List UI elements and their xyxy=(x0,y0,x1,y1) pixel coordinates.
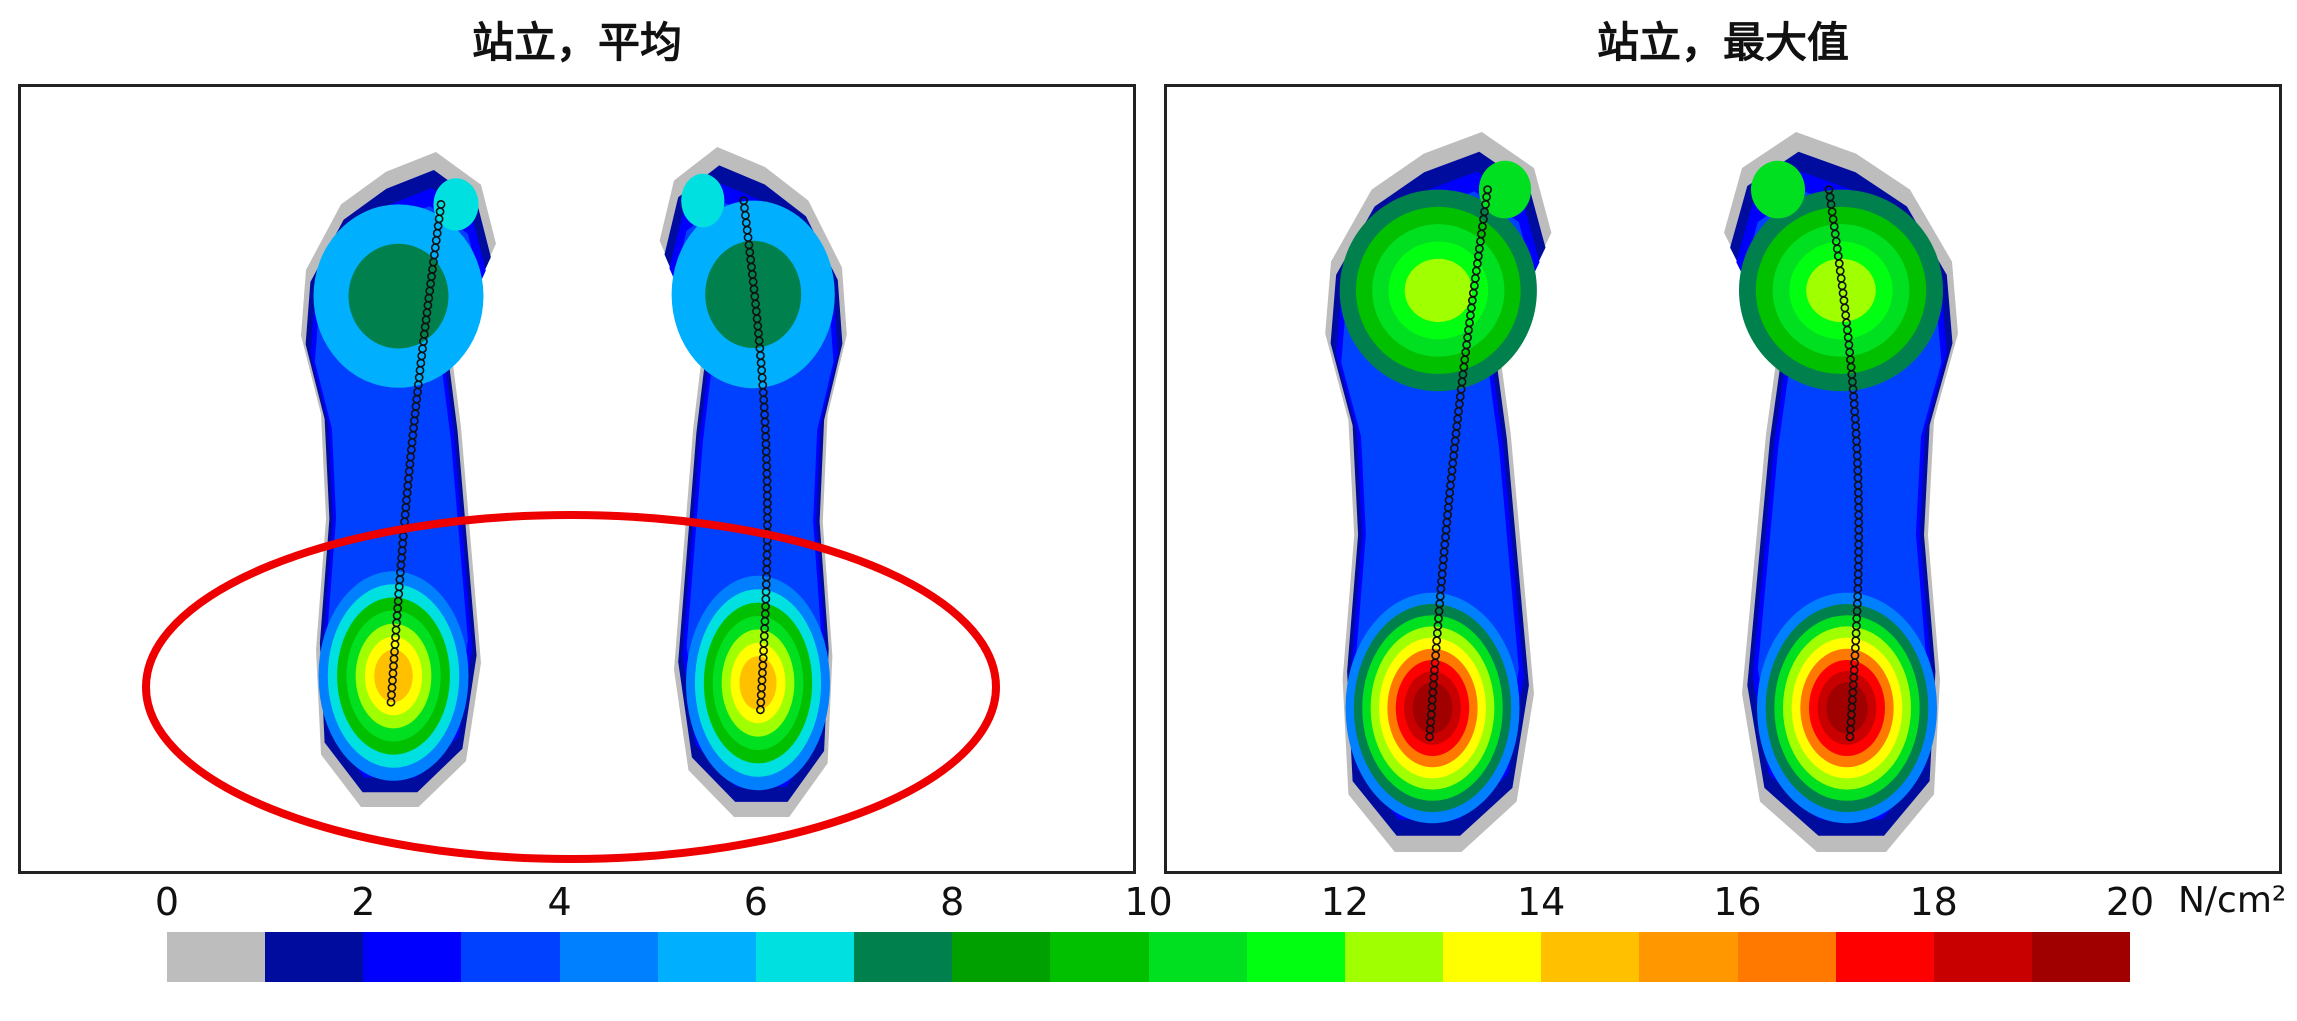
colorbar-swatch-13 xyxy=(1443,932,1542,982)
left-foot-average xyxy=(301,152,496,807)
colorbar-swatch-19 xyxy=(2031,932,2131,982)
colorbar-tick-label: 10 xyxy=(1124,880,1173,924)
colorbar-swatch-15 xyxy=(1639,932,1738,982)
heatmap-left-svg xyxy=(142,147,1000,863)
colorbar-unit: N/cm² xyxy=(2178,880,2287,921)
colorbar-tick-label: 14 xyxy=(1516,880,1566,924)
forefoot-pressure-zone xyxy=(348,243,449,349)
panel-title-right: 站立，最大值 xyxy=(1596,18,1849,67)
colorbar-swatch-14 xyxy=(1541,932,1640,982)
colorbar-swatch-2 xyxy=(363,932,462,982)
panel-title-left: 站立，平均 xyxy=(471,18,682,67)
colorbar-swatch-3 xyxy=(461,932,560,982)
heatmap-panel-right xyxy=(1164,84,2282,874)
highlight-ellipse xyxy=(142,511,1000,863)
colorbar-swatch-9 xyxy=(1050,932,1149,982)
colorbar-swatch-18 xyxy=(1933,932,2032,982)
colorbar-tick-label: 12 xyxy=(1320,880,1369,924)
cop-point xyxy=(756,705,765,715)
heel-pressure-zone xyxy=(1826,682,1868,734)
colorbar-tick-label: 6 xyxy=(743,880,768,924)
forefoot-pressure-zone xyxy=(1404,258,1472,323)
cop-point xyxy=(1845,732,1855,742)
colorbar-swatch-8 xyxy=(952,932,1051,982)
right-foot-average xyxy=(659,147,847,817)
toe-pressure-zone xyxy=(1478,160,1532,219)
colorbar-swatch-17 xyxy=(1835,932,1934,982)
colorbar-swatch-7 xyxy=(854,932,953,982)
toe-pressure-zone xyxy=(433,178,479,231)
colorbar-tick-label: 0 xyxy=(154,880,180,924)
heel-pressure-zone xyxy=(374,649,413,703)
colorbar-swatch-5 xyxy=(657,932,756,982)
colorbar-tick-label: 20 xyxy=(2105,880,2155,924)
colorbar-swatch-11 xyxy=(1246,932,1345,982)
colorbar-swatch-16 xyxy=(1737,932,1836,982)
heatmap-right-svg xyxy=(1325,132,1958,852)
colorbar-tick-label: 4 xyxy=(547,880,572,924)
forefoot-pressure-zone xyxy=(705,240,802,348)
colorbar-swatch-12 xyxy=(1344,932,1444,982)
colorbar-tick-label: 16 xyxy=(1713,880,1762,924)
colorbar-swatch-1 xyxy=(265,932,364,982)
heel-pressure-zone xyxy=(739,656,777,710)
colorbar-swatch-10 xyxy=(1148,932,1247,982)
cop-point xyxy=(386,697,396,707)
right-foot-max xyxy=(1724,132,1958,852)
colorbar-swatch-0 xyxy=(167,932,266,982)
colorbar-swatch-4 xyxy=(559,932,658,982)
colorbar xyxy=(167,932,2131,982)
heel-pressure-zone xyxy=(1412,682,1453,734)
heatmap-panel-left xyxy=(18,84,1136,874)
colorbar-tick-label: 18 xyxy=(1909,880,1958,924)
colorbar-swatch-6 xyxy=(755,932,855,982)
left-foot-max xyxy=(1325,132,1552,852)
toe-pressure-zone xyxy=(1751,160,1805,219)
colorbar-ticks: 0 2 4 6 8 10 12 14 16 18 20 xyxy=(0,880,2297,940)
colorbar-tick-label: 2 xyxy=(351,880,376,924)
toe-pressure-zone xyxy=(681,173,725,228)
cop-point xyxy=(1425,732,1434,742)
colorbar-tick-label: 8 xyxy=(940,880,965,924)
